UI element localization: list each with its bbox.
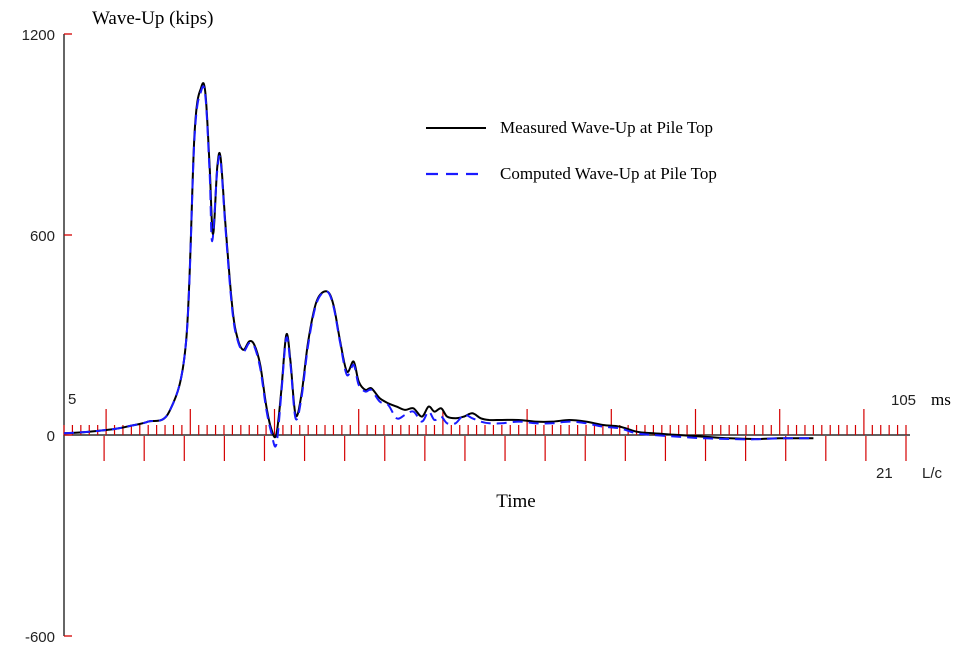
time-end-label: 105 xyxy=(891,392,916,409)
measured-series-line xyxy=(63,82,814,440)
y-tick-label: 600 xyxy=(30,228,55,245)
y-ticks: 1200 600 0 -600 xyxy=(22,27,72,645)
computed-series-line xyxy=(63,85,814,448)
y-axis-title: Wave-Up (kips) xyxy=(92,8,213,29)
y-tick-label: 1200 xyxy=(22,27,55,44)
legend-label-computed: Computed Wave-Up at Pile Top xyxy=(500,164,717,183)
y-tick-label: -600 xyxy=(25,629,55,645)
x-axis-title: Time xyxy=(496,491,535,512)
legend-label-measured: Measured Wave-Up at Pile Top xyxy=(500,118,713,137)
time-start-label: 5 xyxy=(68,391,76,408)
legend: Measured Wave-Up at Pile Top Computed Wa… xyxy=(426,118,717,183)
lc-ticks xyxy=(103,436,907,461)
lc-unit-label: L/c xyxy=(922,465,943,482)
time-unit-label: ms xyxy=(931,390,951,409)
y-tick-label: 0 xyxy=(47,428,55,445)
lc-end-label: 21 xyxy=(876,465,893,482)
